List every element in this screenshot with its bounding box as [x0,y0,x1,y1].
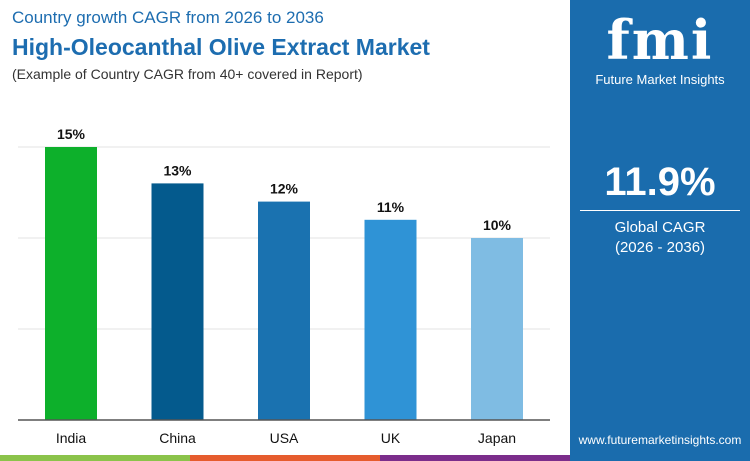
x-tick-label: USA [270,430,299,446]
divider [580,210,740,211]
bar-chart: 15% India 13% China 12% USA 11% UK 10% Japan [18,126,550,446]
bar-uk [364,219,417,420]
fmi-logo: fmi Future Market Insights [570,10,750,87]
chart-note: (Example of Country CAGR from 40+ covere… [12,66,363,82]
chart-title: High-Oleocanthal Olive Extract Market [12,34,430,60]
global-cagr-label: Global CAGR [614,219,706,236]
data-label: 11% [377,199,405,215]
website-link[interactable]: www.futuremarketinsights.com [578,433,742,447]
cagr-period: (2026 - 2036) [614,239,706,256]
data-label: 13% [163,162,192,178]
x-tick-label: India [56,430,87,446]
bar-usa [258,201,310,420]
x-tick-label: Japan [478,430,516,446]
footer-strip-orange [190,455,380,461]
footer-strip-green [0,455,190,461]
bar-india [45,147,97,420]
chart-subtitle: Country growth CAGR from 2026 to 2036 [12,8,324,27]
bar-china [151,183,204,420]
data-label: 12% [270,181,299,197]
info-panel: fmi Future Market Insights 11.9% Global … [570,0,750,461]
footer-strip-purple [380,455,570,461]
bar-japan [471,238,523,420]
data-label: 10% [483,217,512,233]
x-tick-label: China [159,430,196,446]
logo-name: Future Market Insights [595,72,725,87]
data-label: 15% [57,126,86,142]
global-cagr-value: 11.9% [604,160,716,204]
logo-mark: fmi [606,8,714,72]
x-tick-label: UK [381,430,401,446]
